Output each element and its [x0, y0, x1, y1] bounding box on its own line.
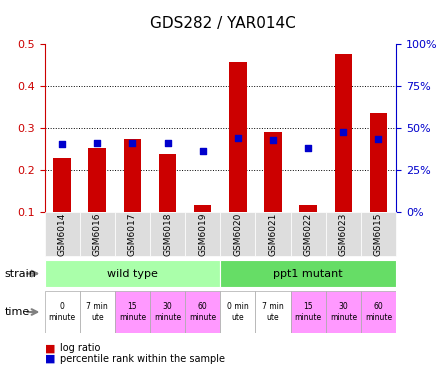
Text: 7 min
ute: 7 min ute — [86, 302, 108, 322]
Text: 60
minute: 60 minute — [189, 302, 216, 322]
FancyBboxPatch shape — [44, 212, 80, 256]
Point — [164, 141, 171, 146]
FancyBboxPatch shape — [115, 291, 150, 333]
Text: 0 min
ute: 0 min ute — [227, 302, 249, 322]
Point — [129, 140, 136, 146]
Point — [305, 145, 312, 151]
FancyBboxPatch shape — [220, 212, 255, 256]
Point — [340, 129, 347, 135]
Text: time: time — [4, 307, 30, 317]
FancyBboxPatch shape — [150, 212, 185, 256]
Bar — [194, 205, 211, 212]
FancyBboxPatch shape — [185, 212, 220, 256]
Text: GSM6018: GSM6018 — [163, 213, 172, 256]
FancyBboxPatch shape — [80, 212, 115, 256]
FancyBboxPatch shape — [291, 291, 326, 333]
Text: GSM6017: GSM6017 — [128, 213, 137, 256]
Text: GSM6019: GSM6019 — [198, 213, 207, 256]
FancyBboxPatch shape — [80, 291, 115, 333]
FancyBboxPatch shape — [44, 291, 80, 333]
Point — [235, 135, 242, 141]
Text: 30
minute: 30 minute — [330, 302, 357, 322]
FancyBboxPatch shape — [326, 212, 361, 256]
Text: GSM6015: GSM6015 — [374, 213, 383, 256]
FancyBboxPatch shape — [255, 291, 291, 333]
FancyBboxPatch shape — [150, 291, 185, 333]
Bar — [335, 55, 352, 212]
Text: 30
minute: 30 minute — [154, 302, 181, 322]
Text: GDS282 / YAR014C: GDS282 / YAR014C — [150, 16, 295, 31]
Text: 15
minute: 15 minute — [119, 302, 146, 322]
Bar — [264, 132, 282, 212]
Text: percentile rank within the sample: percentile rank within the sample — [60, 354, 225, 364]
Bar — [370, 113, 387, 212]
Point — [59, 141, 66, 147]
Text: 60
minute: 60 minute — [365, 302, 392, 322]
Text: 15
minute: 15 minute — [295, 302, 322, 322]
Text: GSM6021: GSM6021 — [268, 213, 278, 256]
Text: strain: strain — [4, 269, 36, 279]
Text: GSM6014: GSM6014 — [57, 213, 67, 256]
FancyBboxPatch shape — [291, 212, 326, 256]
FancyBboxPatch shape — [220, 291, 255, 333]
Text: log ratio: log ratio — [60, 343, 101, 354]
Text: GSM6020: GSM6020 — [233, 213, 243, 256]
Text: 7 min
ute: 7 min ute — [262, 302, 284, 322]
Point — [199, 148, 206, 154]
Bar — [229, 61, 247, 212]
Bar — [299, 205, 317, 212]
FancyBboxPatch shape — [44, 260, 220, 287]
Text: ■: ■ — [44, 354, 55, 364]
FancyBboxPatch shape — [115, 212, 150, 256]
Bar — [124, 139, 141, 212]
Text: ppt1 mutant: ppt1 mutant — [273, 269, 343, 279]
Point — [270, 137, 277, 142]
Point — [94, 140, 101, 146]
Text: ■: ■ — [44, 343, 55, 354]
FancyBboxPatch shape — [185, 291, 220, 333]
Text: wild type: wild type — [107, 269, 158, 279]
FancyBboxPatch shape — [361, 212, 396, 256]
Point — [375, 136, 382, 142]
Text: GSM6016: GSM6016 — [93, 213, 102, 256]
FancyBboxPatch shape — [326, 291, 361, 333]
FancyBboxPatch shape — [361, 291, 396, 333]
Bar — [53, 158, 71, 212]
Bar — [159, 154, 176, 212]
Bar — [89, 148, 106, 212]
Text: GSM6023: GSM6023 — [339, 213, 348, 256]
FancyBboxPatch shape — [220, 260, 396, 287]
Text: 0
minute: 0 minute — [49, 302, 76, 322]
FancyBboxPatch shape — [255, 212, 291, 256]
Text: GSM6022: GSM6022 — [303, 213, 313, 256]
